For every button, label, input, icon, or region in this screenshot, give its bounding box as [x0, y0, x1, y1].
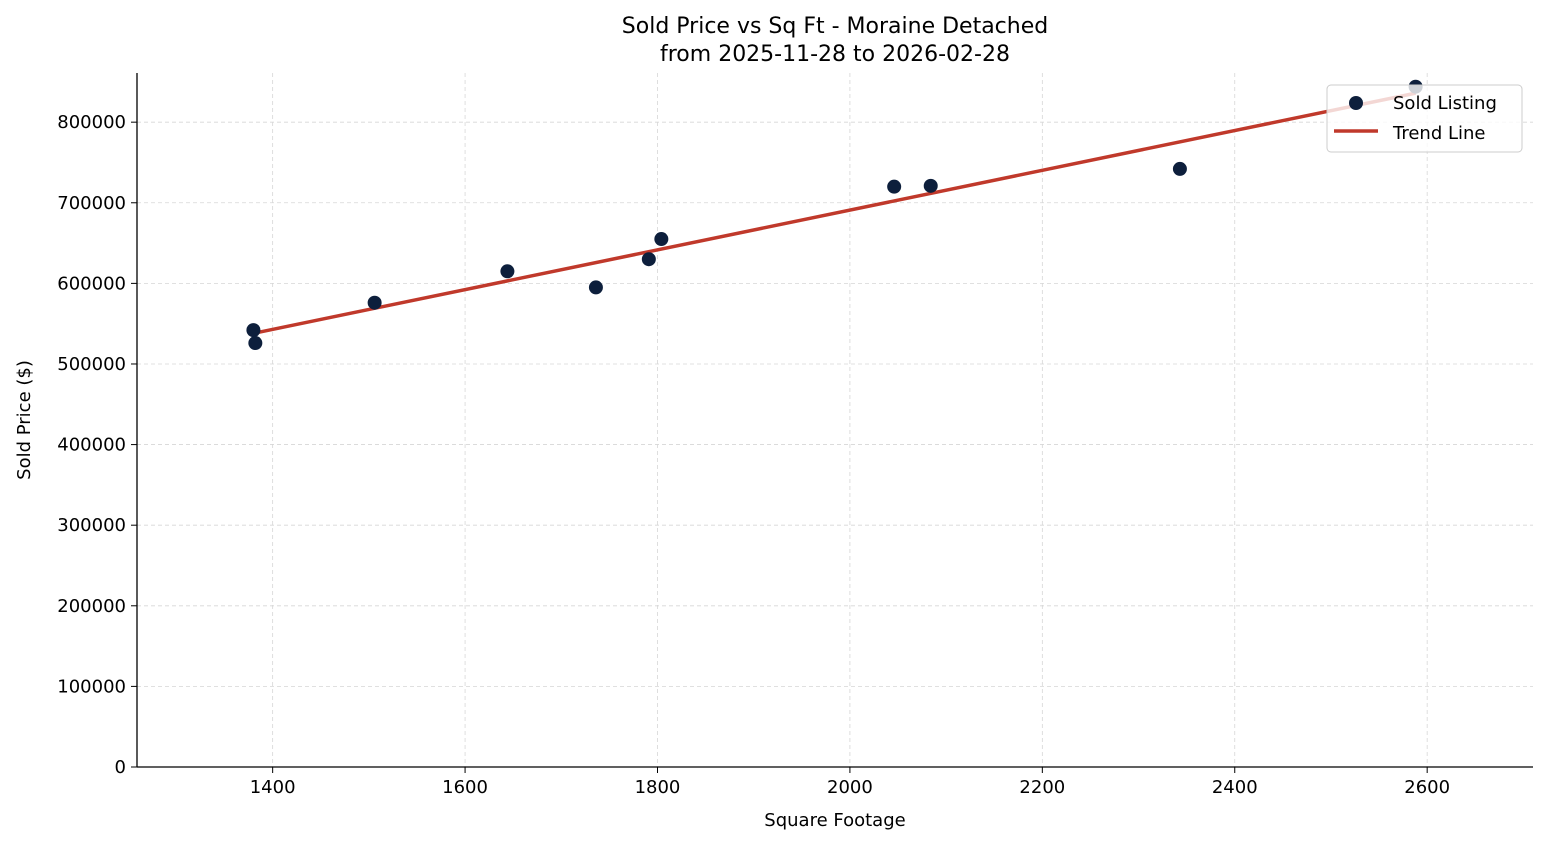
chart-title: Sold Price vs Sq Ft - Moraine Detached: [622, 14, 1048, 39]
y-tick-label: 700000: [57, 193, 126, 214]
x-tick-label: 1600: [442, 777, 488, 798]
x-tick-label: 2200: [1019, 777, 1065, 798]
points-group: [246, 79, 1423, 351]
x-tick-label: 2600: [1404, 777, 1450, 798]
legend: Sold Listing Trend Line: [1326, 84, 1523, 153]
data-point: [887, 179, 902, 194]
data-point: [1172, 161, 1187, 176]
y-tick-label: 100000: [57, 676, 126, 697]
y-tick-label: 0: [115, 757, 126, 778]
x-tick-label: 1800: [635, 777, 681, 798]
legend-marker-sold-listing: [1349, 96, 1363, 110]
data-point: [641, 252, 656, 267]
grid: [137, 73, 1533, 767]
data-point: [246, 323, 261, 338]
legend-label-sold-listing: Sold Listing: [1393, 93, 1497, 114]
x-tick-label: 2000: [827, 777, 873, 798]
legend-label-trend-line: Trend Line: [1392, 123, 1486, 144]
y-tick-label: 300000: [57, 515, 126, 536]
chart-subtitle: from 2025-11-28 to 2026-02-28: [660, 42, 1010, 67]
y-tick-label: 500000: [57, 354, 126, 375]
data-point: [923, 178, 938, 193]
y-tick-label: 600000: [57, 273, 126, 294]
trend-line: [253, 91, 1416, 336]
y-tick-label: 200000: [57, 596, 126, 617]
data-point: [654, 232, 669, 247]
data-point: [248, 336, 263, 351]
x-tick-label: 1400: [250, 777, 296, 798]
legend-box: [1326, 84, 1523, 153]
y-tick-label: 800000: [57, 112, 126, 133]
ticks: 1400 1600 1800 2000 2200 2400 2600 0 100000 20000…: [57, 112, 1450, 798]
axes: [136, 73, 1533, 768]
x-tick-label: 2400: [1212, 777, 1258, 798]
y-tick-label: 400000: [57, 435, 126, 456]
x-axis-label: Square Footage: [764, 810, 905, 831]
data-point: [588, 280, 603, 295]
y-axis-label: Sold Price ($): [14, 360, 35, 480]
data-point: [500, 264, 515, 279]
trend-line-group: [253, 91, 1416, 336]
data-point: [367, 295, 382, 310]
